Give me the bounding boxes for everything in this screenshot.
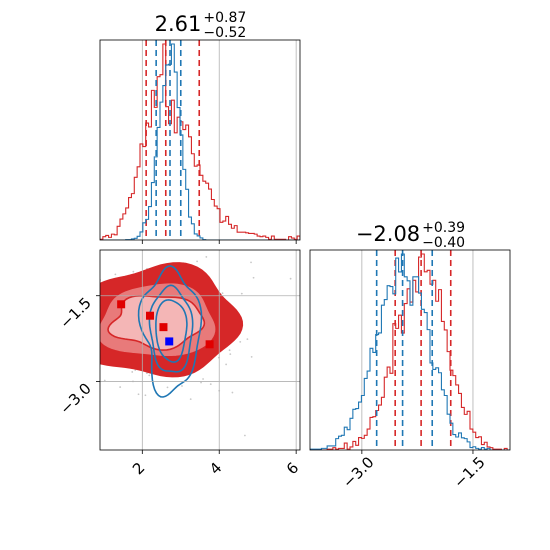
2d-xtick-label-2: 6 [283, 459, 302, 478]
sample-dot [200, 381, 202, 384]
hist-2-xtick-label-0: −3.0 [339, 453, 377, 491]
2d-ytick-label-0: −1.5 [56, 294, 94, 332]
sample-dot [229, 353, 232, 356]
sample-dot [96, 345, 98, 347]
sample-dot [199, 245, 201, 247]
contour-blue-level-2 [137, 265, 203, 398]
sample-dot [246, 338, 249, 341]
sample-dot [239, 340, 242, 343]
sample-dot [231, 391, 234, 394]
hist-panel-0 [100, 40, 300, 240]
sample-dot [132, 270, 135, 273]
sample-dot [243, 434, 246, 437]
marker-1 [117, 300, 126, 309]
sample-dot [146, 244, 148, 246]
marker-2 [146, 311, 154, 320]
marker-3 [159, 323, 168, 332]
sample-dot [96, 298, 98, 300]
sample-dot [93, 327, 95, 329]
contour-frame [99, 249, 301, 451]
hist-2-xtick-label-1: −1.5 [450, 453, 488, 491]
2d-ytick-label-1: −3.0 [56, 380, 94, 418]
sample-dot [92, 319, 94, 321]
hist-2-title-upper: +0.39 [422, 220, 465, 236]
sample-dot [289, 277, 292, 280]
marker-4 [205, 340, 214, 349]
hist-0-title-lower: −0.52 [203, 25, 246, 41]
sample-dot [119, 386, 122, 388]
sample-dot [240, 292, 243, 295]
contour-blue-level-1 [148, 284, 194, 373]
sample-dot [189, 398, 192, 401]
sample-dot [156, 238, 158, 240]
sample-dot [95, 307, 97, 309]
sample-dot [228, 349, 231, 352]
hist-0-series-red [100, 43, 300, 240]
sample-dot [252, 276, 255, 279]
sample-dot [82, 349, 84, 351]
sample-dot [221, 292, 224, 295]
sample-dot [123, 246, 125, 248]
2d-xtick-label-1: 4 [206, 459, 225, 478]
contour-panel [48, 238, 300, 450]
sample-dot [250, 355, 253, 358]
sample-dot [114, 273, 117, 276]
hist-2-title: −2.08 [356, 222, 420, 246]
sample-dot [205, 256, 208, 258]
2d-xtick-label-0: 2 [129, 459, 148, 478]
hist-0-frame [99, 39, 301, 241]
sample-dot [225, 363, 228, 366]
sample-dot [131, 371, 134, 373]
sample-dot [137, 393, 140, 396]
sample-dot [103, 379, 106, 382]
hist-2-series-blue [310, 253, 510, 450]
hist-0-title: 2.61 [155, 12, 202, 36]
hist-2-frame [309, 249, 511, 451]
sample-dot [77, 277, 79, 279]
hist-0-series-blue [100, 43, 300, 240]
sample-dot [181, 385, 183, 387]
sample-dot [209, 383, 212, 386]
contour-blue-level-0 [155, 299, 188, 363]
hist-panel-2 [310, 250, 510, 450]
sample-dot [166, 386, 169, 389]
sample-dot [148, 374, 151, 377]
sample-dot [185, 247, 187, 249]
marker-0 [165, 337, 174, 346]
hist-0-title-upper: +0.87 [203, 10, 246, 26]
sample-dot [48, 264, 50, 266]
sample-dot [146, 372, 148, 375]
sample-dot [144, 394, 147, 397]
sample-dot [74, 352, 76, 354]
sample-dot [250, 261, 252, 264]
sample-dot [196, 260, 198, 263]
hist-2-title-lower: −0.40 [422, 235, 465, 251]
sample-dot [202, 378, 204, 380]
sample-dot [65, 290, 67, 292]
sample-dot [96, 366, 98, 368]
